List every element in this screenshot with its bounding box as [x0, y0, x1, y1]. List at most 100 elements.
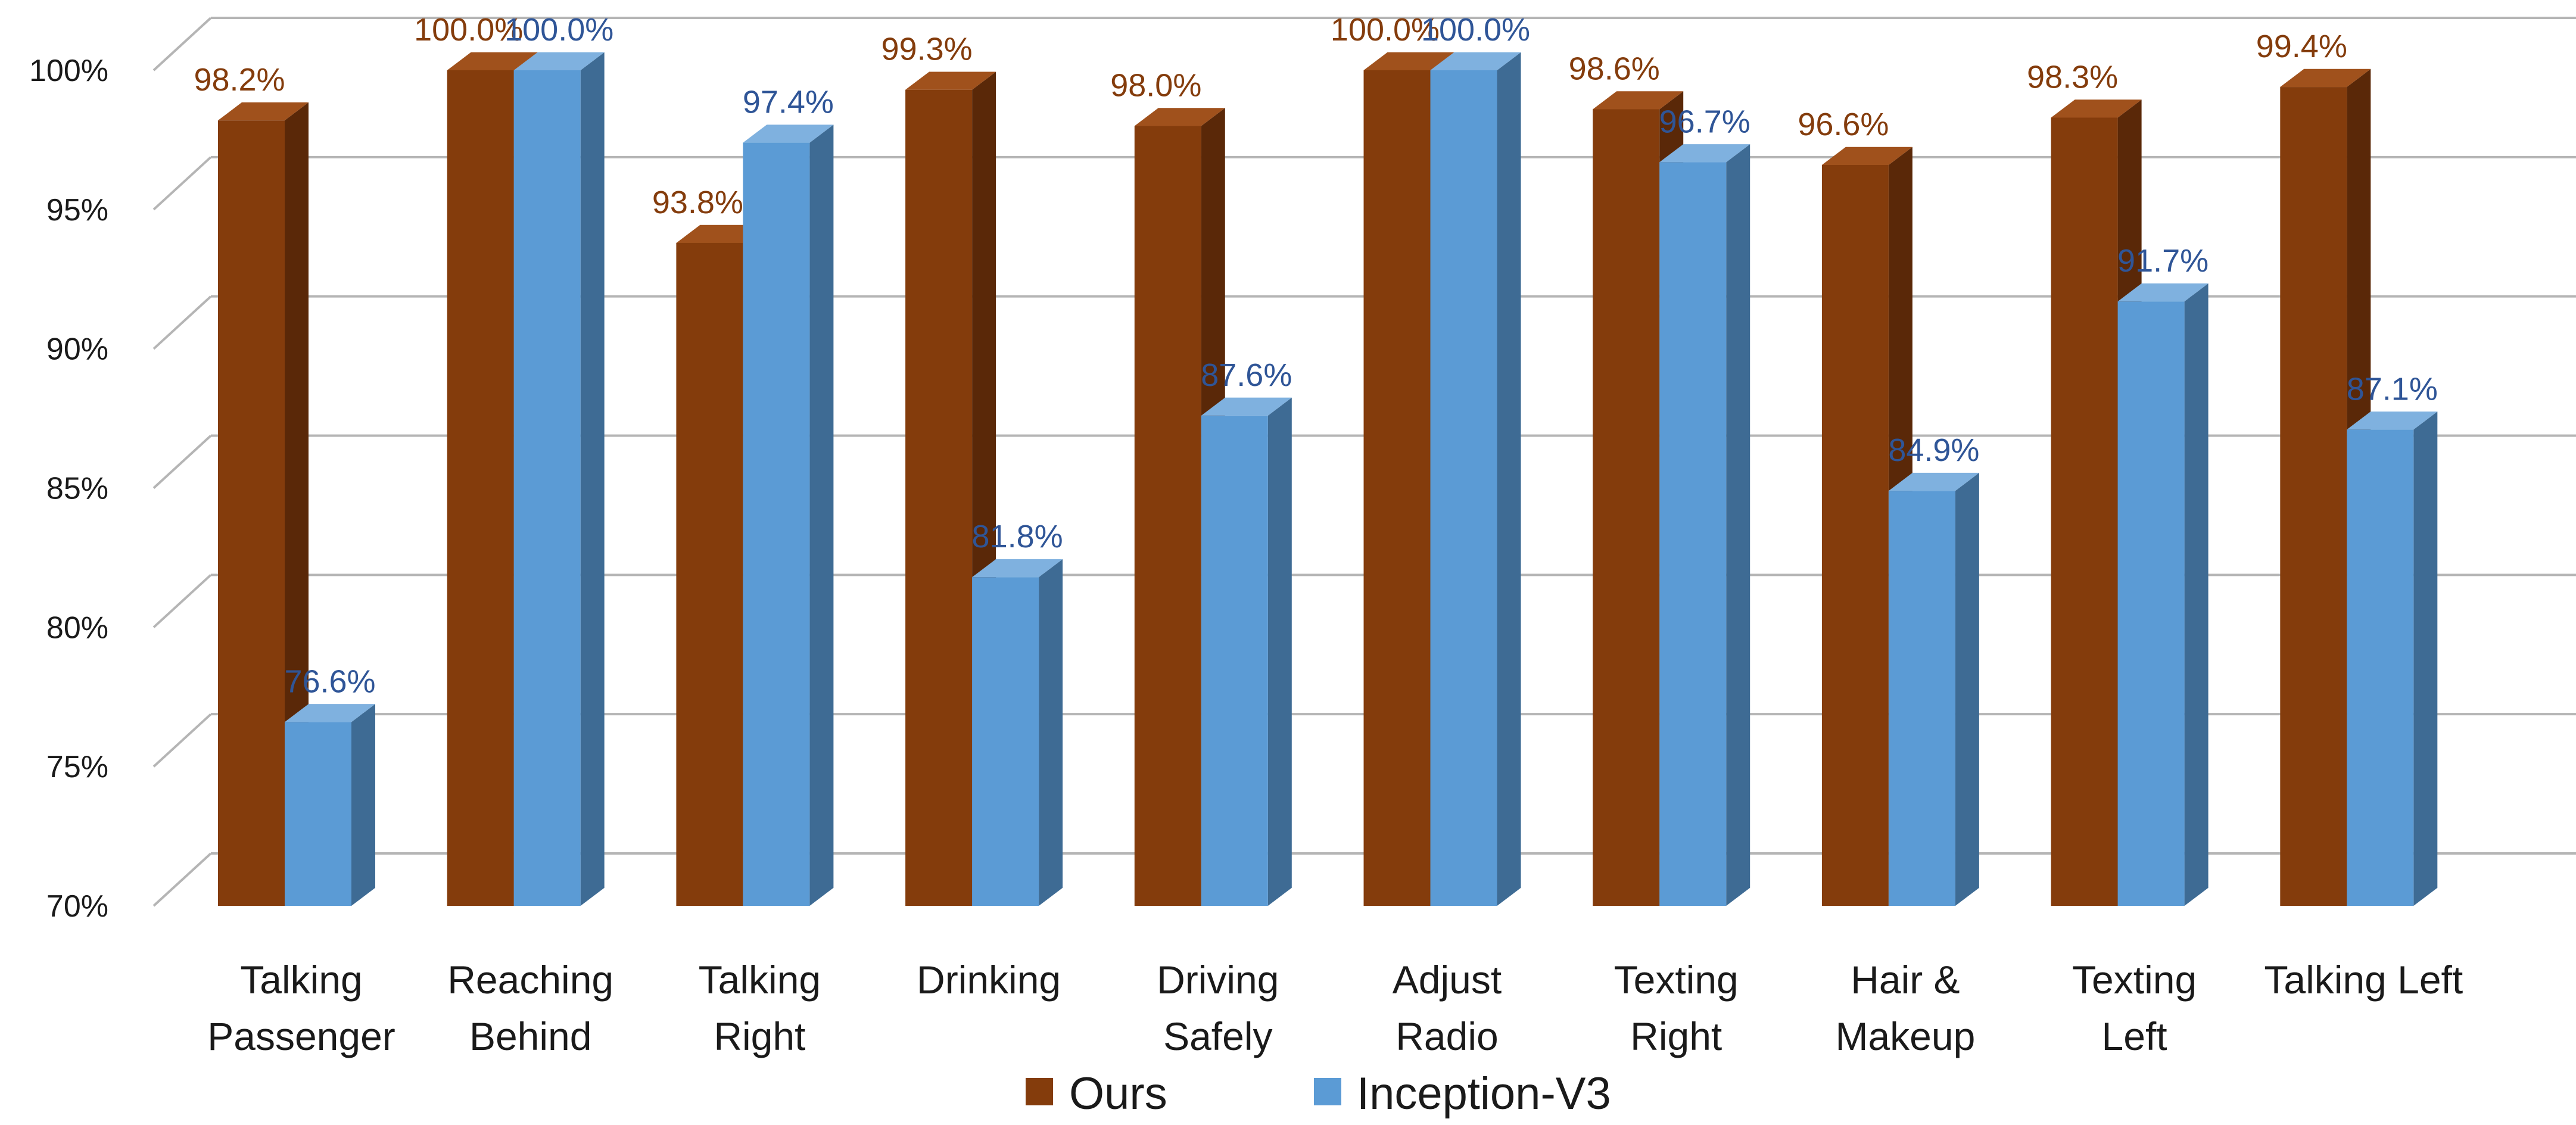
bar-side-inception-v3 [1726, 144, 1750, 906]
y-tick-label: 75% [46, 750, 108, 784]
bars [218, 52, 2438, 906]
bar-ours [1363, 70, 1431, 906]
category-label: Talking [699, 958, 821, 1002]
category-label: Makeup [1835, 1014, 1975, 1058]
x-axis-category-labels: Talking Passenger Reaching Behind Talking Rig… [207, 958, 2463, 1058]
bar-side-inception-v3 [2413, 412, 2438, 906]
category-label: Safely [1163, 1014, 1272, 1058]
bar-top-ours [1821, 147, 1912, 166]
value-label-ours: 96.6% [1798, 107, 1889, 142]
value-label-inception-v3: 87.1% [2347, 371, 2438, 407]
category-label: Adjust [1393, 958, 1502, 1002]
category-label: Left [2102, 1014, 2167, 1058]
bar-top-inception-v3 [513, 52, 605, 70]
y-tick-label: 85% [46, 472, 108, 506]
value-label-inception-v3: 84.9% [1888, 432, 1979, 468]
category-label: Drinking [917, 958, 1061, 1002]
value-label-inception-v3: 100.0% [504, 12, 613, 48]
bar-inception-v3 [972, 577, 1039, 906]
category-label: Reaching [447, 958, 613, 1002]
grid-diagonal [152, 156, 212, 211]
bar-side-inception-v3 [809, 124, 834, 906]
y-tick-label: 100% [29, 54, 108, 88]
value-label-ours: 93.8% [652, 185, 743, 220]
bar-inception-v3 [1430, 70, 1497, 906]
bar-side-inception-v3 [1497, 52, 1521, 906]
grid-diagonal [152, 574, 212, 628]
category-label: Texting [2072, 958, 2197, 1002]
category-label: Talking Left [2264, 958, 2463, 1002]
bar-top-inception-v3 [1201, 397, 1292, 416]
bar-top-inception-v3 [1888, 472, 1979, 491]
bar-top-ours [1593, 91, 1684, 110]
value-label-inception-v3: 87.6% [1201, 357, 1292, 393]
legend-swatch-ours [1026, 1078, 1053, 1105]
grid-diagonal [152, 295, 212, 350]
value-label-inception-v3: 100.0% [1421, 12, 1530, 48]
bar-ours [2280, 87, 2347, 906]
category-label: Hair & [1851, 958, 1960, 1002]
bar-top-ours [905, 71, 996, 90]
bar-ours [905, 89, 973, 906]
category-label: Passenger [207, 1014, 395, 1058]
value-label-ours: 98.6% [1569, 51, 1660, 86]
legend-label-inception-v3: Inception-V3 [1357, 1068, 1611, 1119]
grid-diagonal [152, 435, 212, 489]
bar-top-inception-v3 [2347, 412, 2438, 430]
bar-ours [447, 70, 514, 906]
bar-top-inception-v3 [1659, 144, 1750, 163]
value-label-ours: 100.0% [414, 12, 523, 48]
bar-top-inception-v3 [972, 559, 1063, 578]
bar-inception-v3 [285, 722, 351, 906]
category-label: Talking [240, 958, 362, 1002]
value-label-inception-v3: 91.7% [2117, 243, 2209, 279]
y-tick-label: 95% [46, 193, 108, 228]
bar-top-inception-v3 [1430, 52, 1521, 70]
bar-top-ours [218, 102, 309, 121]
bar-ours [2051, 117, 2118, 906]
bar-top-ours [1134, 108, 1225, 126]
bar-inception-v3 [743, 142, 810, 906]
bar-side-ours [285, 102, 309, 906]
y-tick-label: 70% [46, 889, 108, 924]
bar-top-ours [2280, 68, 2371, 88]
category-label: Radio [1396, 1014, 1498, 1058]
legend: Ours Inception-V3 [1026, 1068, 1611, 1119]
category-label: Right [714, 1014, 805, 1058]
bar-ours [1821, 165, 1889, 906]
value-labels: 98.2%76.6%100.0%100.0%93.8%97.4%99.3%81.… [194, 12, 2437, 699]
bar-side-inception-v3 [351, 704, 375, 906]
grid-diagonal [152, 17, 212, 71]
bar-top-ours [447, 52, 538, 70]
bar-inception-v3 [1201, 415, 1268, 906]
value-label-ours: 99.3% [881, 32, 973, 67]
value-label-inception-v3: 81.8% [972, 519, 1063, 554]
category-label: Texting [1614, 958, 1739, 1002]
value-label-inception-v3: 96.7% [1659, 104, 1750, 139]
y-axis-tick-labels: 70% 75% 80% 85% 90% 95% 100% [29, 54, 108, 924]
value-label-inception-v3: 97.4% [743, 85, 834, 120]
bar-top-ours [2051, 99, 2142, 118]
bar-inception-v3 [1888, 491, 1955, 906]
grid-diagonal [152, 852, 212, 907]
bar-inception-v3 [2347, 429, 2414, 906]
bar-side-inception-v3 [2184, 283, 2209, 906]
value-label-ours: 98.0% [1110, 68, 1201, 104]
value-label-ours: 99.4% [2256, 29, 2347, 64]
value-label-ours: 98.2% [194, 62, 285, 98]
bar-inception-v3 [513, 70, 581, 906]
bar-inception-v3 [2117, 301, 2185, 906]
category-label: Right [1630, 1014, 1722, 1058]
bar-ours [1134, 126, 1201, 906]
category-label: Driving [1157, 958, 1279, 1002]
value-label-ours: 100.0% [1331, 12, 1440, 48]
bar-side-inception-v3 [580, 52, 605, 906]
legend-label-ours: Ours [1069, 1068, 1167, 1119]
bar-top-inception-v3 [743, 124, 834, 143]
y-tick-label: 80% [46, 610, 108, 645]
bar-top-inception-v3 [2117, 283, 2209, 302]
value-label-ours: 98.3% [2027, 60, 2118, 95]
bar-inception-v3 [1659, 162, 1727, 906]
bar-side-inception-v3 [1039, 559, 1063, 906]
